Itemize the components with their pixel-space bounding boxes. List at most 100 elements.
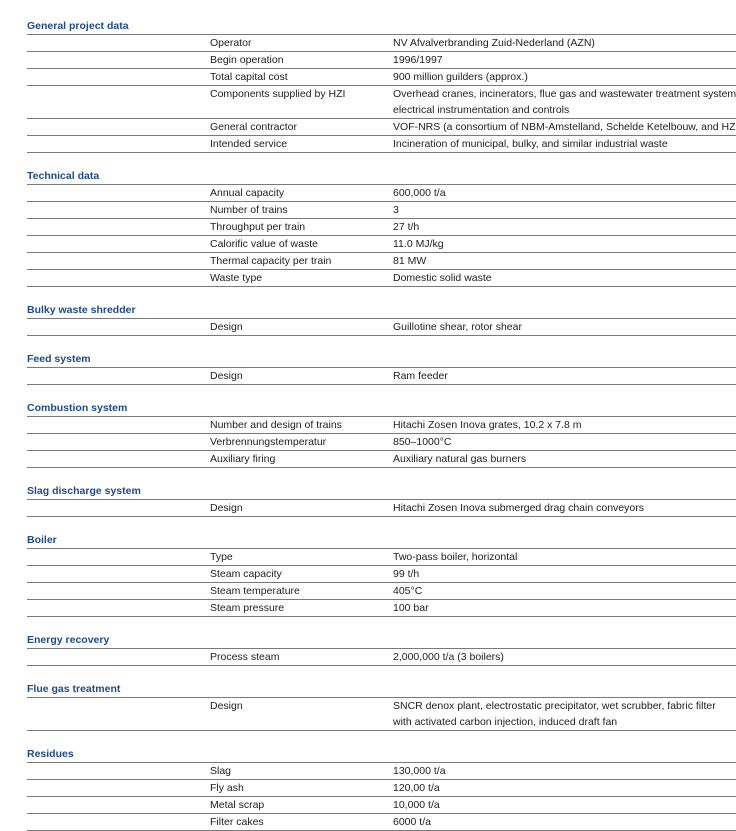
value-line: 99 t/h — [393, 568, 420, 580]
table-row: Steam pressure 100 bar — [27, 600, 736, 617]
row-value: 11.0 MJ/kg — [393, 236, 736, 252]
section: Residues Slag 130,000 t/a Fly ash 120,00 t/a… — [27, 731, 736, 831]
table-row: Calorific value of waste 11.0 MJ/kg — [27, 236, 736, 253]
value-line: electrical instrumentation and controls — [393, 104, 570, 116]
row-label: Fly ash — [210, 782, 244, 794]
section-title: Residues — [27, 748, 74, 760]
section: Bulky waste shredder Design Guillotine she… — [27, 287, 736, 336]
row-label: Slag — [210, 765, 232, 777]
section-header: Flue gas treatment — [27, 666, 736, 698]
section-title: Flue gas treatment — [27, 683, 121, 695]
value-line: Two-pass boiler, horizontal — [393, 551, 518, 563]
row-value: 100 bar — [393, 600, 736, 616]
value-line: 6000 t/a — [393, 816, 431, 828]
table-row: Type Two-pass boiler, horizontal — [27, 549, 736, 566]
row-value: 120,00 t/a — [393, 780, 736, 796]
value-line: Hitachi Zosen Inova grates, 10.2 x 7.8 m — [393, 419, 582, 431]
row-label: Thermal capacity per train — [210, 255, 332, 267]
table-row: Thermal capacity per train 81 MW — [27, 253, 736, 270]
table-row: Design SNCR denox plant, electrostatic pr… — [27, 698, 736, 731]
section-header: Slag discharge system — [27, 468, 736, 500]
row-value: 27 t/h — [393, 219, 736, 235]
row-label: Type — [210, 551, 233, 563]
row-label: Begin operation — [210, 54, 284, 66]
row-value: Hitachi Zosen Inova submerged drag chain… — [393, 500, 736, 516]
row-value: Incineration of municipal, bulky, and si… — [393, 136, 736, 152]
table-row: Annual capacity 600,000 t/a — [27, 185, 736, 202]
value-line: 11.0 MJ/kg — [393, 238, 444, 250]
table-row: Design Hitachi Zosen Inova submerged drag… — [27, 500, 736, 517]
section: Slag discharge system Design Hitachi Zosen… — [27, 468, 736, 517]
table-row: Metal scrap 10,000 t/a — [27, 797, 736, 814]
value-line: 1996/1997 — [393, 54, 443, 66]
value-line: 100 bar — [393, 602, 429, 614]
table-row: Filter cakes 6000 t/a — [27, 814, 736, 831]
row-label: Components supplied by HZI — [210, 88, 346, 100]
value-line: NV Afvalverbranding Zuid-Nederland (AZN) — [393, 37, 595, 49]
row-label: Steam temperature — [210, 585, 300, 597]
section-header: Feed system — [27, 336, 736, 368]
section-header: Boiler — [27, 517, 736, 549]
value-line: 2,000,000 t/a (3 boilers) — [393, 651, 504, 663]
value-line: 10,000 t/a — [393, 799, 440, 811]
table-row: Fly ash 120,00 t/a — [27, 780, 736, 797]
section-title: Boiler — [27, 534, 57, 546]
row-value: 850–1000°C — [393, 434, 736, 450]
value-line: Guillotine shear, rotor shear — [393, 321, 522, 333]
row-value: Auxiliary natural gas burners — [393, 451, 736, 467]
row-value: Domestic solid waste — [393, 270, 736, 286]
row-label: Intended service — [210, 138, 288, 150]
table-row: General contractor VOF-NRS (a consortium … — [27, 119, 736, 136]
row-value: 1996/1997 — [393, 52, 736, 68]
value-line: 81 MW — [393, 255, 427, 267]
row-value: Hitachi Zosen Inova grates, 10.2 x 7.8 m — [393, 417, 736, 433]
project-data-sheet: General project data Operator NV Afvalverb… — [27, 3, 736, 831]
value-line: 850–1000°C — [393, 436, 452, 448]
row-label: Design — [210, 321, 243, 333]
row-label: Number of trains — [210, 204, 288, 216]
section-title: Energy recovery — [27, 634, 110, 646]
section-header: General project data — [27, 3, 736, 35]
row-label: Throughput per train — [210, 221, 306, 233]
row-label: Verbrennungstemperatur — [210, 436, 327, 448]
section-title: Technical data — [27, 170, 100, 182]
row-value: SNCR denox plant, electrostatic precipit… — [393, 698, 736, 730]
section: Energy recovery Process steam 2,000,000 t/… — [27, 617, 736, 666]
row-label: Annual capacity — [210, 187, 285, 199]
table-row: Process steam 2,000,000 t/a (3 boilers) — [27, 649, 736, 666]
row-value: 6000 t/a — [393, 814, 736, 830]
row-label: Operator — [210, 37, 252, 49]
value-line: 3 — [393, 204, 399, 216]
table-row: Throughput per train 27 t/h — [27, 219, 736, 236]
row-label: Filter cakes — [210, 816, 264, 828]
table-row: Design Ram feeder — [27, 368, 736, 385]
section-title: Slag discharge system — [27, 485, 141, 497]
section: Combustion system Number and design of tr… — [27, 385, 736, 468]
value-line: 600,000 t/a — [393, 187, 446, 199]
row-value: VOF-NRS (a consortium of NBM-Amstelland,… — [393, 119, 736, 135]
value-line: Overhead cranes, incinerators, flue gas … — [393, 88, 736, 100]
row-value: 3 — [393, 202, 736, 218]
section-header: Bulky waste shredder — [27, 287, 736, 319]
row-value: Overhead cranes, incinerators, flue gas … — [393, 86, 736, 118]
row-label: Total capital cost — [210, 71, 288, 83]
section: General project data Operator NV Afvalverb… — [27, 3, 736, 153]
section-header: Residues — [27, 731, 736, 763]
row-label: Steam pressure — [210, 602, 285, 614]
row-value: 2,000,000 t/a (3 boilers) — [393, 649, 736, 665]
row-value: 600,000 t/a — [393, 185, 736, 201]
row-value: Two-pass boiler, horizontal — [393, 549, 736, 565]
value-line: Incineration of municipal, bulky, and si… — [393, 138, 668, 150]
table-row: Operator NV Afvalverbranding Zuid-Nederla… — [27, 35, 736, 52]
section: Technical data Annual capacity 600,000 t/a… — [27, 153, 736, 287]
row-label: Design — [210, 502, 243, 514]
row-label: Steam capacity — [210, 568, 282, 580]
section-title: Feed system — [27, 353, 91, 365]
table-row: Steam capacity 99 t/h — [27, 566, 736, 583]
value-line: SNCR denox plant, electrostatic precipit… — [393, 700, 716, 712]
row-value: 405°C — [393, 583, 736, 599]
table-row: Number of trains 3 — [27, 202, 736, 219]
row-label: Auxiliary firing — [210, 453, 276, 465]
row-value: 99 t/h — [393, 566, 736, 582]
row-label: Waste type — [210, 272, 263, 284]
